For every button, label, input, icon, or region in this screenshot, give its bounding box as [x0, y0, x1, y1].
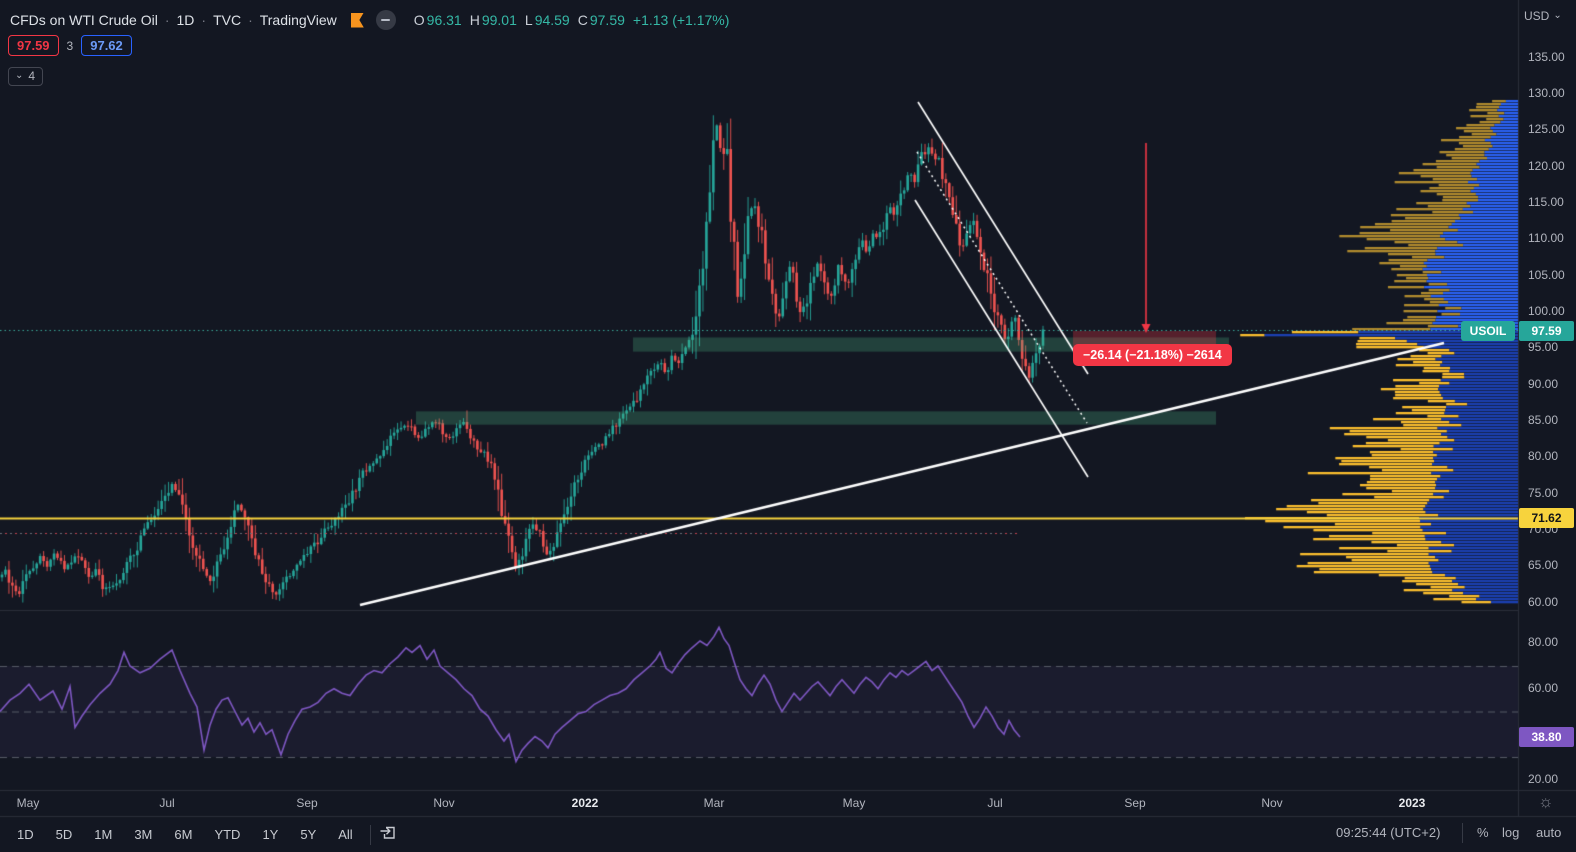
- indicator-axis-label: 60.00: [1528, 680, 1559, 695]
- price-axis-label: 100.00: [1528, 304, 1565, 318]
- toolbar-divider: [369, 824, 371, 845]
- legend-separator: ·: [201, 12, 207, 28]
- exchange-label[interactable]: TVC: [213, 12, 242, 28]
- time-axis-label: Sep: [296, 796, 318, 810]
- auto-scale-button[interactable]: auto: [1536, 825, 1562, 840]
- price-axis-label: 120.00: [1528, 158, 1565, 173]
- flag-icon[interactable]: [350, 12, 364, 28]
- collapsed-count: 4: [28, 69, 36, 83]
- open-value: 96.31: [426, 12, 462, 28]
- price-axis-label: 110.00: [1528, 231, 1564, 246]
- price-axis-label: 90.00: [1528, 376, 1559, 391]
- time-axis-label: Jul: [987, 796, 1003, 810]
- range-button-3m[interactable]: 3M: [134, 827, 153, 842]
- range-button-1d[interactable]: 1D: [17, 827, 34, 842]
- hide-eye-icon[interactable]: [375, 10, 396, 30]
- price-axis-label: 125.00: [1528, 122, 1565, 137]
- ohlc-values: O 96.31 H 99.01 L 94.59 C 97.59 +1.13 (+1.17…: [414, 12, 730, 28]
- currency-selector[interactable]: USD ⌄: [1524, 9, 1562, 23]
- go-to-date-icon[interactable]: [379, 823, 398, 847]
- provider-label[interactable]: TradingView: [259, 12, 337, 28]
- indicators-collapse-button[interactable]: ⌄ 4: [8, 67, 44, 86]
- low-key: L: [524, 12, 533, 28]
- change-value: +1.13 (+1.17%): [632, 12, 730, 28]
- timeframe-label[interactable]: 1D: [176, 12, 195, 28]
- bottom-toolbar: 1D 5D 1M 3M 6M YTD 1Y 5Y All: [0, 817, 1576, 852]
- time-axis-label: Nov: [433, 796, 455, 810]
- range-button-6m[interactable]: 6M: [174, 827, 193, 842]
- time-axis-label: Nov: [1261, 796, 1283, 810]
- time-axis-label: Mar: [703, 796, 725, 810]
- price-axis-label: 65.00: [1528, 558, 1559, 573]
- sell-bid-button[interactable]: 97.59: [8, 35, 59, 56]
- chevron-down-icon: ⌄: [1553, 9, 1562, 21]
- range-button-1m[interactable]: 1M: [94, 827, 113, 842]
- price-axis-label: 115.00: [1528, 194, 1564, 209]
- low-value: 94.59: [534, 12, 570, 28]
- symbol-price-flag: USOIL: [1461, 321, 1515, 341]
- percent-scale-button[interactable]: %: [1477, 825, 1489, 840]
- time-axis-label: 2022: [571, 796, 599, 810]
- price-tag: 71.62: [1519, 508, 1574, 528]
- time-axis-label: May: [16, 796, 40, 810]
- range-button-all[interactable]: All: [338, 827, 353, 842]
- close-value: 97.59: [589, 12, 625, 28]
- brightness-sun-icon[interactable]: ☼: [1538, 792, 1554, 811]
- spread-value: 3: [66, 38, 74, 53]
- price-axis-label: 80.00: [1528, 449, 1559, 464]
- date-range-buttons: 1D 5D 1M 3M 6M YTD 1Y 5Y All: [8, 824, 362, 845]
- symbol-title[interactable]: CFDs on WTI Crude Oil: [10, 12, 158, 28]
- toolbar-divider: [1462, 823, 1463, 843]
- high-key: H: [469, 12, 480, 28]
- legend-separator: ·: [164, 12, 170, 28]
- short-position-result-label[interactable]: −26.14 (−21.18%) −2614: [1073, 344, 1232, 366]
- chevron-down-icon: ⌄: [15, 69, 24, 81]
- symbol-legend: CFDs on WTI Crude Oil · 1D · TVC · Tradi…: [10, 10, 729, 30]
- legend-separator: ·: [248, 12, 253, 28]
- session-clock[interactable]: 09:25:44 (UTC+2): [1336, 825, 1441, 840]
- range-button-1y[interactable]: 1Y: [262, 827, 279, 842]
- bid-ask-row: 97.59 3 97.62: [8, 35, 132, 56]
- close-key: C: [577, 12, 588, 28]
- range-button-5d[interactable]: 5D: [55, 827, 73, 842]
- buy-ask-button[interactable]: 97.62: [81, 35, 132, 56]
- range-button-ytd[interactable]: YTD: [214, 827, 241, 842]
- price-axis-label: 135.00: [1528, 49, 1565, 64]
- high-value: 99.01: [481, 12, 517, 28]
- price-axis-label: 85.00: [1528, 413, 1559, 428]
- time-axis-label: 2023: [1398, 796, 1426, 810]
- price-axis-label: 105.00: [1528, 267, 1565, 282]
- price-axis-label: 130.00: [1528, 85, 1565, 100]
- price-tag: 97.59: [1519, 321, 1574, 341]
- currency-label: USD: [1524, 9, 1550, 23]
- open-key: O: [413, 12, 425, 28]
- indicator-axis-label: 80.00: [1528, 635, 1559, 650]
- time-axis-label: May: [842, 796, 866, 810]
- range-button-5y[interactable]: 5Y: [300, 827, 317, 842]
- time-axis-label: Sep: [1124, 796, 1146, 810]
- price-axis-label: 60.00: [1528, 594, 1559, 609]
- time-axis-label: Jul: [159, 796, 175, 810]
- log-scale-button[interactable]: log: [1502, 825, 1520, 840]
- price-axis-label: 95.00: [1528, 340, 1559, 355]
- price-tag: 38.80: [1519, 727, 1574, 747]
- indicator-axis-label: 20.00: [1528, 771, 1559, 786]
- price-axis-label: 75.00: [1528, 485, 1559, 500]
